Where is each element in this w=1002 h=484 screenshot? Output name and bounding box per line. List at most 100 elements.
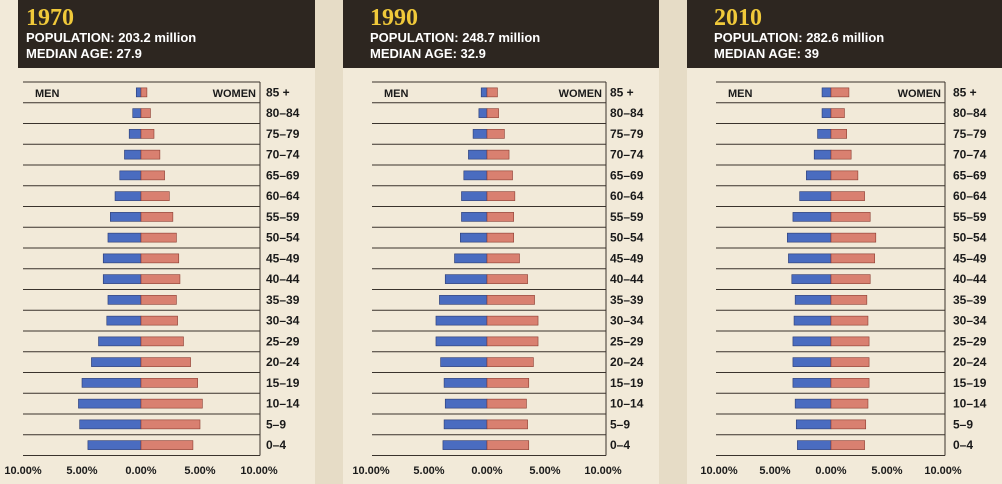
women-bar [486, 357, 534, 367]
women-bar [830, 170, 859, 181]
age-group-label: 80–84 [610, 106, 644, 120]
age-group-label: 5–9 [953, 417, 973, 431]
men-label: MEN [384, 88, 409, 100]
x-tick-label: 10.00% [352, 465, 390, 477]
men-bar [463, 170, 488, 181]
x-tick-label: 10.00% [584, 465, 622, 477]
age-group-label: 45–49 [953, 251, 987, 265]
women-bar [486, 149, 510, 160]
age-group-label: 35–39 [266, 293, 300, 307]
women-bar [830, 129, 847, 139]
women-bar [486, 212, 514, 222]
men-label: MEN [35, 88, 60, 100]
age-group-label: 60–64 [953, 189, 987, 203]
men-bar [128, 129, 142, 139]
men-label: MEN [728, 88, 753, 100]
age-group-label: 65–69 [266, 168, 300, 182]
men-bar [461, 212, 488, 222]
men-bar [114, 191, 142, 201]
panel-header-text: 2010 POPULATION: 282.6 million MEDIAN AG… [714, 6, 884, 62]
age-group-label: 40–44 [266, 272, 300, 286]
x-tick-label: 5.00% [871, 465, 902, 477]
age-group-label: 65–69 [610, 168, 644, 182]
men-bar [821, 87, 832, 98]
men-bar [98, 336, 142, 347]
x-tick-label: 10.00% [240, 465, 278, 477]
x-tick-label: 5.00% [529, 465, 560, 477]
men-bar [102, 253, 142, 264]
women-bar [486, 295, 535, 305]
age-group-label: 45–49 [610, 251, 644, 265]
men-bar [135, 87, 142, 98]
men-bar [106, 315, 142, 326]
age-group-label: 10–14 [610, 397, 644, 411]
x-tick-label: 5.00% [66, 465, 97, 477]
age-group-label: 0–4 [610, 438, 630, 452]
age-group-label: 45–49 [266, 251, 300, 265]
men-bar [795, 419, 832, 430]
men-bar [91, 357, 142, 367]
x-tick-label: 0.00% [125, 465, 156, 477]
women-bar [140, 108, 151, 118]
women-bar [140, 398, 203, 409]
age-group-label: 50–54 [953, 231, 987, 245]
age-group-label: 20–24 [610, 355, 644, 369]
age-group-label: 70–74 [266, 148, 300, 162]
age-group-label: 75–79 [953, 127, 987, 141]
women-bar [140, 191, 170, 201]
median-age-line: MEDIAN AGE: 27.9 [26, 46, 142, 61]
women-bar [140, 336, 184, 347]
men-bar [119, 170, 142, 181]
age-group-label: 85 + [266, 85, 290, 99]
women-bar [830, 419, 867, 430]
men-bar [787, 232, 832, 243]
age-group-label: 5–9 [266, 417, 286, 431]
x-tick-label: 10.00% [700, 465, 738, 477]
panel-gutter [315, 0, 343, 484]
men-bar [443, 419, 488, 430]
men-bar [102, 274, 142, 284]
men-bar [454, 253, 488, 264]
age-group-label: 70–74 [610, 148, 644, 162]
age-group-label: 25–29 [610, 334, 644, 348]
women-bar [830, 87, 850, 98]
age-group-label: 55–59 [953, 210, 987, 224]
age-group-label: 75–79 [610, 127, 644, 141]
women-bar [140, 149, 161, 160]
chart-title: 1970 [26, 5, 74, 31]
age-group-label: 55–59 [266, 210, 300, 224]
women-bar [486, 398, 527, 409]
men-bar [460, 232, 488, 243]
women-bar [486, 170, 513, 181]
women-bar [486, 129, 505, 139]
x-tick-label: 10.00% [4, 465, 42, 477]
women-bar [830, 440, 865, 450]
age-group-label: 15–19 [953, 376, 987, 390]
women-bar [830, 295, 868, 305]
women-label: WOMEN [898, 88, 941, 100]
women-bar [140, 419, 201, 430]
men-bar [110, 212, 142, 222]
men-bar [468, 149, 488, 160]
women-bar [140, 170, 165, 181]
age-group-label: 25–29 [266, 334, 300, 348]
chart-title: 1990 [370, 5, 418, 31]
age-group-label: 10–14 [953, 397, 987, 411]
women-bar [486, 108, 499, 118]
men-bar [124, 149, 142, 160]
men-bar [442, 440, 488, 450]
panel-header-1970 [18, 0, 315, 68]
men-bar [480, 87, 488, 98]
men-bar [817, 129, 832, 139]
age-group-label: 75–79 [266, 127, 300, 141]
men-bar [107, 295, 142, 305]
age-group-label: 80–84 [953, 106, 987, 120]
women-bar [486, 253, 520, 264]
women-bar [830, 149, 852, 160]
men-bar [132, 108, 142, 118]
age-group-label: 40–44 [953, 272, 987, 286]
women-bar [140, 87, 148, 98]
women-bar [140, 129, 155, 139]
age-group-label: 25–29 [953, 334, 987, 348]
